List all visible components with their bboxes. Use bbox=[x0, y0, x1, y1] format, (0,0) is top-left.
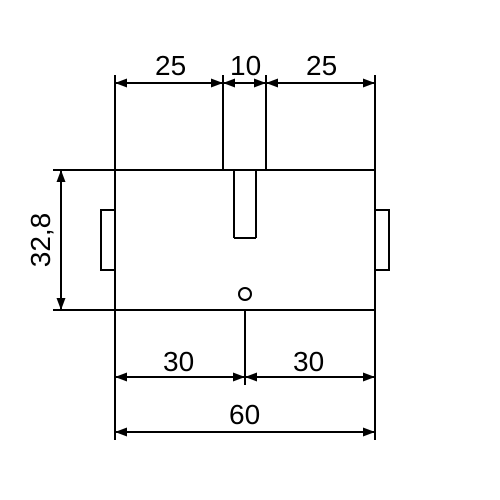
dim-label: 25 bbox=[306, 50, 337, 81]
pin-hole bbox=[239, 288, 251, 300]
dim-label: 25 bbox=[155, 50, 186, 81]
dimensions: 25 10 25 30 30 60 32,8 bbox=[25, 50, 375, 437]
dim-label: 32,8 bbox=[25, 213, 56, 268]
dim-label: 30 bbox=[163, 346, 194, 377]
dim-label: 60 bbox=[229, 399, 260, 430]
dim-label: 30 bbox=[293, 346, 324, 377]
dim-label: 10 bbox=[230, 50, 261, 81]
cylinder-body bbox=[101, 170, 389, 310]
